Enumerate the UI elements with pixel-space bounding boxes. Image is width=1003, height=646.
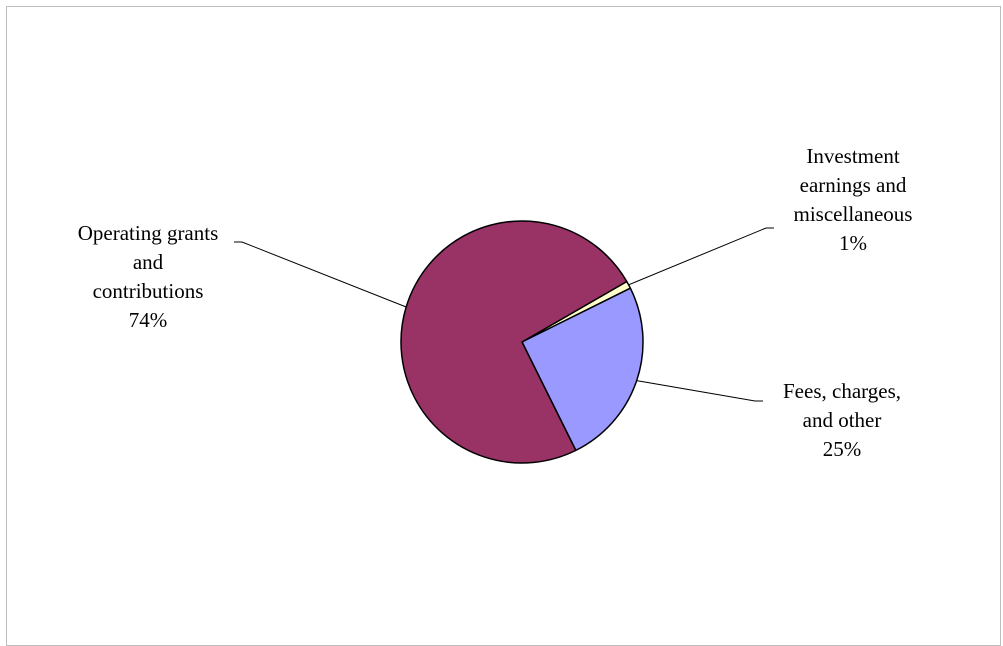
pie-chart: Investment earnings and miscellaneous 1% Fee…: [78, 144, 913, 464]
slice-label-line-2: Fees, charges,: [783, 379, 901, 403]
leader-line-1: [628, 227, 774, 286]
slice-label-line-2: and other: [803, 408, 882, 432]
slice-label-line-0: Operating grants: [78, 221, 219, 245]
slice-label-2: Fees, charges, and other 25%: [783, 379, 901, 461]
pie-slice-2: [521, 287, 644, 452]
slice-label-line-1: earnings and: [800, 173, 907, 197]
leader-line-2: [636, 380, 763, 402]
slice-percent-0: 74%: [129, 308, 168, 332]
slice-label-1: Investment earnings and miscellaneous 1%: [794, 144, 913, 255]
leader-line-0: [234, 241, 407, 308]
slice-label-line-0: and: [133, 250, 164, 274]
slice-label-0: Operating grants and contributions 74%: [78, 221, 219, 332]
slice-label-line-0: contributions: [93, 279, 204, 303]
slice-label-line-1: miscellaneous: [794, 202, 913, 226]
slice-label-line-1: Investment: [806, 144, 899, 168]
slice-percent-1: 1%: [839, 231, 867, 255]
slice-percent-2: 25%: [823, 437, 862, 461]
